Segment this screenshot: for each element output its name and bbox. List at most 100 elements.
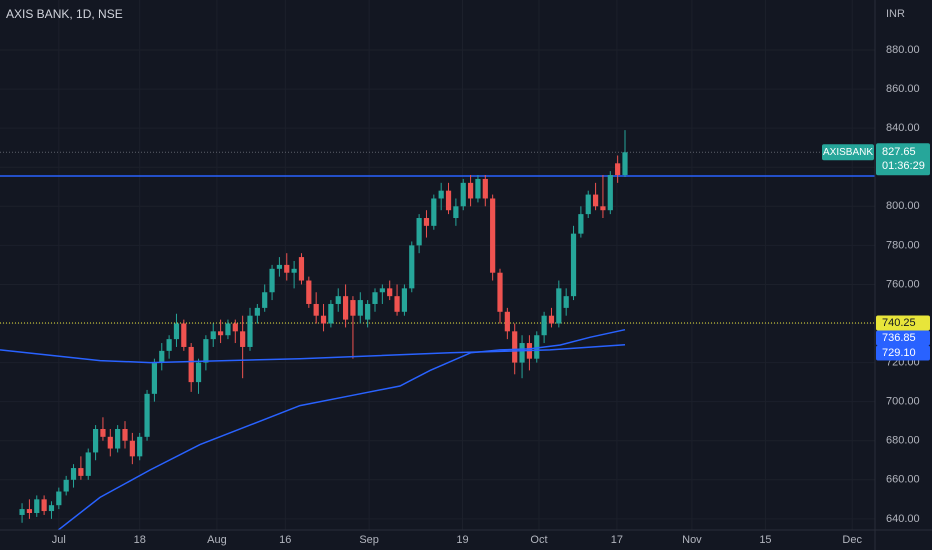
candle-body	[291, 268, 297, 273]
candle-body	[372, 292, 378, 304]
moving-average	[57, 328, 626, 530]
candle-body	[210, 331, 216, 340]
candle-body	[247, 315, 253, 347]
value-box-label: 736.85	[882, 332, 916, 344]
candle-body	[92, 429, 99, 453]
candle-body	[342, 296, 349, 320]
currency: INR	[886, 8, 905, 20]
candle-body	[85, 452, 91, 476]
candle-body	[379, 288, 385, 293]
candle-body	[313, 303, 319, 316]
last-price-box	[876, 143, 930, 176]
value-box	[876, 330, 930, 346]
x-tick-label: Nov	[682, 534, 702, 546]
x-tick-label: 16	[279, 534, 291, 546]
candle-body	[262, 292, 268, 308]
x-tick-label: Oct	[530, 534, 547, 546]
candle-body	[563, 296, 569, 308]
candle-body	[78, 468, 84, 476]
candle-body	[19, 509, 25, 515]
candle-body	[26, 509, 33, 514]
candle-body	[129, 440, 135, 457]
candle-body	[188, 346, 194, 383]
y-tick-label: 880.00	[886, 44, 920, 56]
candle-body	[350, 300, 356, 316]
plot-area	[0, 130, 875, 530]
y-tick-label: 660.00	[886, 474, 920, 486]
candle-body	[232, 323, 238, 332]
candle-body	[585, 194, 591, 215]
candle-body	[512, 331, 518, 363]
candle-body	[490, 198, 496, 273]
candle-body	[166, 339, 172, 351]
candle-body	[159, 350, 165, 363]
candle-body	[254, 307, 260, 316]
candle-body	[578, 214, 584, 234]
candle-body	[144, 393, 150, 437]
candle-body	[607, 175, 613, 211]
candle-body	[284, 264, 290, 273]
candle-body	[497, 272, 503, 312]
x-tick-label: Sep	[359, 534, 379, 546]
x-tick-label: 19	[456, 534, 468, 546]
y-tick-label: 760.00	[886, 278, 920, 290]
candle-body	[401, 288, 408, 312]
candle-body	[460, 182, 466, 207]
candle-body	[467, 182, 474, 199]
candle-body	[151, 362, 158, 394]
x-tick-label: Aug	[207, 534, 227, 546]
candle-body	[56, 491, 62, 506]
y-tick-label: 800.00	[886, 200, 920, 212]
y-tick-label: 860.00	[886, 83, 920, 95]
value-box	[876, 345, 930, 361]
candle-body	[34, 499, 40, 514]
candle-body	[122, 429, 128, 441]
y-tick-label: 840.00	[886, 122, 920, 134]
candle-body	[431, 198, 437, 226]
y-tick-label: 700.00	[886, 396, 920, 408]
y-tick-label: 780.00	[886, 239, 920, 251]
candle-body	[195, 362, 202, 383]
candle-body	[534, 335, 540, 359]
candle-body	[394, 296, 400, 312]
candle-body	[107, 436, 113, 449]
x-tick-label: 18	[134, 534, 146, 546]
candle-body	[298, 257, 305, 281]
candle-body	[416, 218, 422, 246]
candle-body	[445, 190, 452, 211]
candle-body	[269, 268, 275, 293]
candle-body	[306, 280, 312, 304]
x-tick-label: Dec	[842, 534, 862, 546]
candle-body	[504, 311, 510, 332]
candle-body	[541, 315, 547, 336]
value-box-label: 740.25	[882, 317, 916, 329]
candle-body	[41, 499, 47, 512]
axes: 640.00660.00680.00700.00720.00740.00760.…	[52, 44, 930, 546]
candle-body	[320, 315, 327, 324]
x-tick-label: Jul	[52, 534, 66, 546]
value-box-label: 729.10	[882, 347, 916, 359]
candle-body	[387, 288, 393, 297]
candle-body	[173, 323, 180, 340]
candle-body	[48, 505, 55, 512]
y-tick-label: 640.00	[886, 513, 920, 525]
countdown-label: 01:36:29	[882, 160, 925, 172]
candle-body	[100, 429, 106, 437]
candle-body	[240, 331, 246, 347]
symbol-box	[822, 144, 874, 161]
chart-title: AXIS BANK, 1D, NSE	[6, 7, 123, 21]
candle-body	[409, 245, 415, 289]
candle-body	[519, 343, 525, 363]
y-tick-label: 680.00	[886, 435, 920, 447]
candle-body	[181, 323, 187, 347]
candle-body	[225, 323, 231, 336]
candle-body	[615, 163, 621, 176]
candle-body	[622, 152, 628, 176]
candle-body	[600, 206, 606, 211]
candle-body	[570, 233, 577, 297]
candle-body	[63, 479, 69, 492]
candle-body	[423, 218, 430, 226]
candle-body	[217, 331, 224, 336]
